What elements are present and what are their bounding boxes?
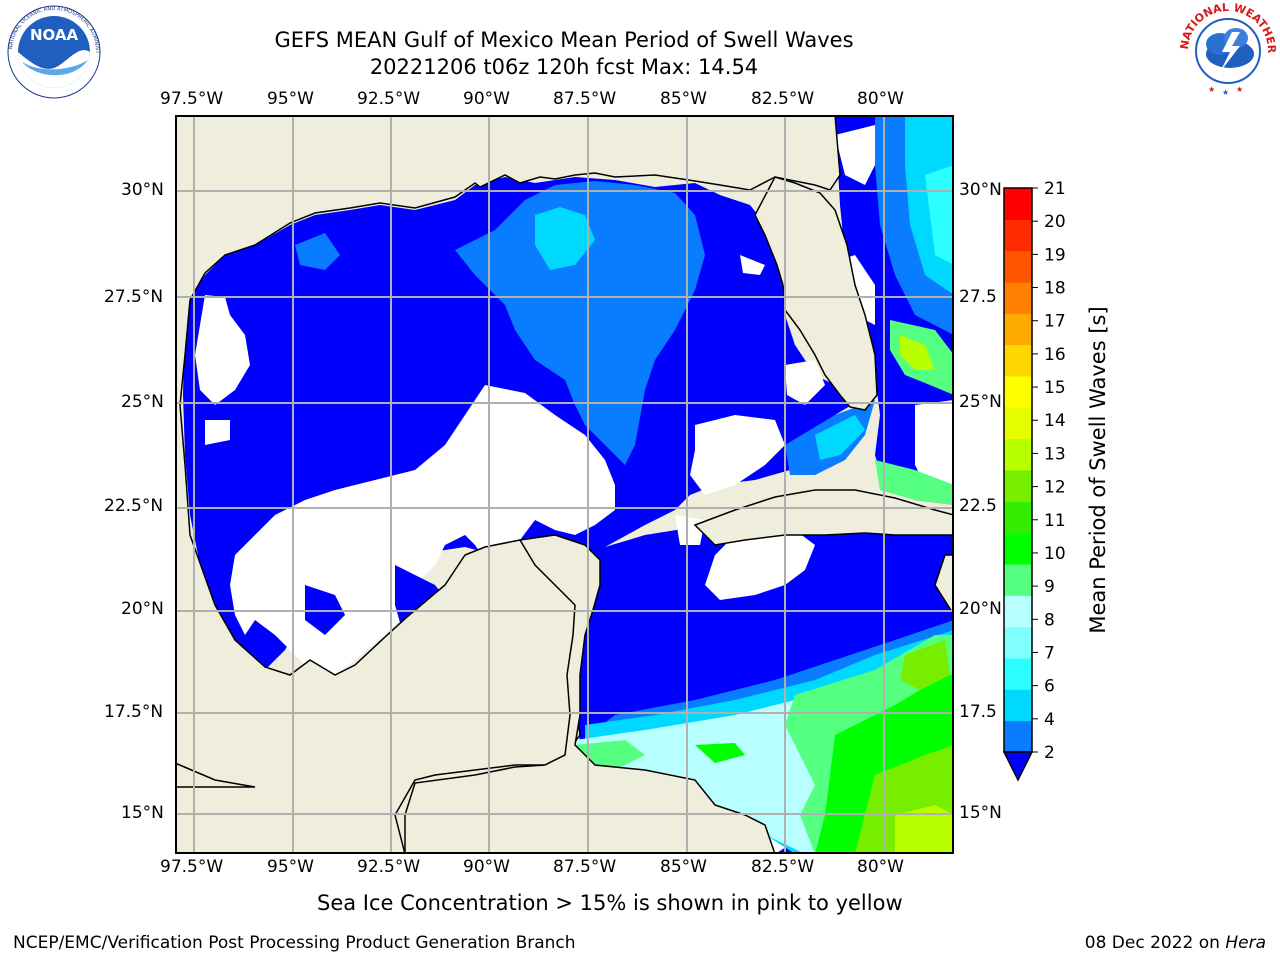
colorbar-tick-label: 12	[1044, 478, 1066, 498]
lat-label: 27.5	[959, 287, 997, 307]
lat-label: 17.5	[959, 702, 997, 722]
lon-label: 80°W	[857, 857, 904, 877]
svg-text:★: ★	[1236, 85, 1243, 94]
lat-label: 15°N	[959, 803, 1002, 823]
lat-label: 20°N	[121, 599, 164, 619]
colorbar-tick-label: 10	[1044, 544, 1066, 564]
colorbar-label: Mean Period of Swell Waves [s]	[1086, 306, 1110, 634]
colorbar: 2 4 6 7 8 9 10 11 12 13 14 15 16 17 18 19 20 21	[1002, 180, 1066, 782]
lon-label: 80°W	[857, 89, 904, 109]
svg-text:★: ★	[1208, 85, 1215, 94]
colorbar-extend-triangle	[1002, 751, 1034, 782]
svg-text:★: ★	[1222, 88, 1229, 97]
colorbar-tick-label: 19	[1044, 245, 1066, 265]
colorbar-tick-label: 18	[1044, 279, 1066, 299]
colorbar-tick-label: 15	[1044, 378, 1066, 398]
map-frame	[175, 115, 954, 854]
footer-branch: NCEP/EMC/Verification Post Processing Pr…	[13, 933, 576, 953]
lon-label: 92.5°W	[357, 89, 421, 109]
colorbar-tick-label: 21	[1044, 180, 1066, 199]
colorbar-bin	[1004, 407, 1032, 440]
colorbar-bin	[1004, 250, 1032, 283]
colorbar-tick-label: 7	[1044, 643, 1055, 663]
lon-label: 97.5°W	[160, 89, 224, 109]
colorbar-bin	[1004, 344, 1032, 377]
lat-label: 20°N	[959, 599, 1002, 619]
colorbar-bin	[1004, 470, 1032, 502]
colorbar-tick-label: 6	[1044, 677, 1055, 697]
colorbar-bin	[1004, 313, 1032, 346]
colorbar-tick-label: 13	[1044, 444, 1066, 464]
noaa-logo: NOAA NATIONAL OCEANIC AND ATMOSPHERIC AD…	[2, 4, 101, 99]
chart-title-line2: 20221206 t06z 120h fcst Max: 14.54	[369, 55, 759, 79]
lat-label: 15°N	[121, 803, 164, 823]
colorbar-tick-label: 9	[1044, 577, 1055, 597]
colorbar-tick-label: 2	[1044, 743, 1055, 763]
colorbar-tick-label: 4	[1044, 710, 1055, 730]
lon-label: 82.5°W	[751, 857, 815, 877]
colorbar-bin	[1004, 376, 1032, 408]
colorbar-frame	[1003, 187, 1033, 753]
colorbar-bin	[1004, 720, 1032, 753]
colorbar-tick-label: 17	[1044, 312, 1066, 332]
colorbar-tick-label: 8	[1044, 610, 1055, 630]
colorbar-tick-label: 16	[1044, 345, 1066, 365]
lat-label: 30°N	[959, 180, 1002, 200]
colorbar-bin	[1004, 532, 1032, 565]
colorbar-bin	[1004, 658, 1032, 690]
colorbar-bin	[1004, 282, 1032, 314]
colorbar-tick-label: 14	[1044, 411, 1066, 431]
colorbar-bin	[1004, 438, 1032, 471]
footer-date-text: 08 Dec 2022 on	[1084, 933, 1226, 953]
lon-label: 97.5°W	[160, 857, 224, 877]
colorbar-bin	[1004, 564, 1032, 596]
lat-label: 22.5	[959, 496, 997, 516]
lon-label: 90°W	[463, 857, 510, 877]
colorbar-bin	[1004, 689, 1032, 722]
chart-title-line1: GEFS MEAN Gulf of Mexico Mean Period of …	[274, 28, 854, 52]
lat-label: 25°N	[959, 392, 1002, 412]
lat-label: 30°N	[121, 180, 164, 200]
lon-label: 82.5°W	[751, 89, 815, 109]
noaa-logo-text: NOAA	[30, 26, 79, 44]
lon-label: 85°W	[660, 857, 707, 877]
lon-label: 85°W	[660, 89, 707, 109]
cuba-land	[693, 489, 954, 546]
lat-label: 27.5°N	[104, 287, 164, 307]
nws-logo: NATIONAL WEATHER SERVICE ★ ★ ★	[1176, 2, 1278, 97]
map-panel	[175, 115, 954, 854]
lon-label: 87.5°W	[553, 89, 617, 109]
colorbar-bin	[1004, 501, 1032, 534]
lon-label: 92.5°W	[357, 857, 421, 877]
colorbar-bin	[1004, 626, 1032, 659]
colorbar-bin	[1004, 219, 1032, 252]
lat-label: 22.5°N	[104, 496, 164, 516]
lat-label: 17.5°N	[104, 702, 164, 722]
lat-label: 25°N	[121, 392, 164, 412]
lon-label: 95°W	[267, 857, 314, 877]
lon-label: 87.5°W	[553, 857, 617, 877]
colorbar-bin	[1004, 188, 1032, 220]
sea-ice-note: Sea Ice Concentration > 15% is shown in …	[317, 891, 903, 915]
footer-date: 08 Dec 2022 on Hera	[1085, 933, 1266, 953]
colorbar-tick-label: 11	[1044, 511, 1066, 531]
footer-host: Hera	[1225, 933, 1266, 953]
colorbar-bin	[1004, 595, 1032, 628]
lon-label: 90°W	[463, 89, 510, 109]
colorbar-tick-label: 20	[1044, 212, 1066, 232]
lon-label: 95°W	[267, 89, 314, 109]
graticule	[175, 115, 954, 854]
